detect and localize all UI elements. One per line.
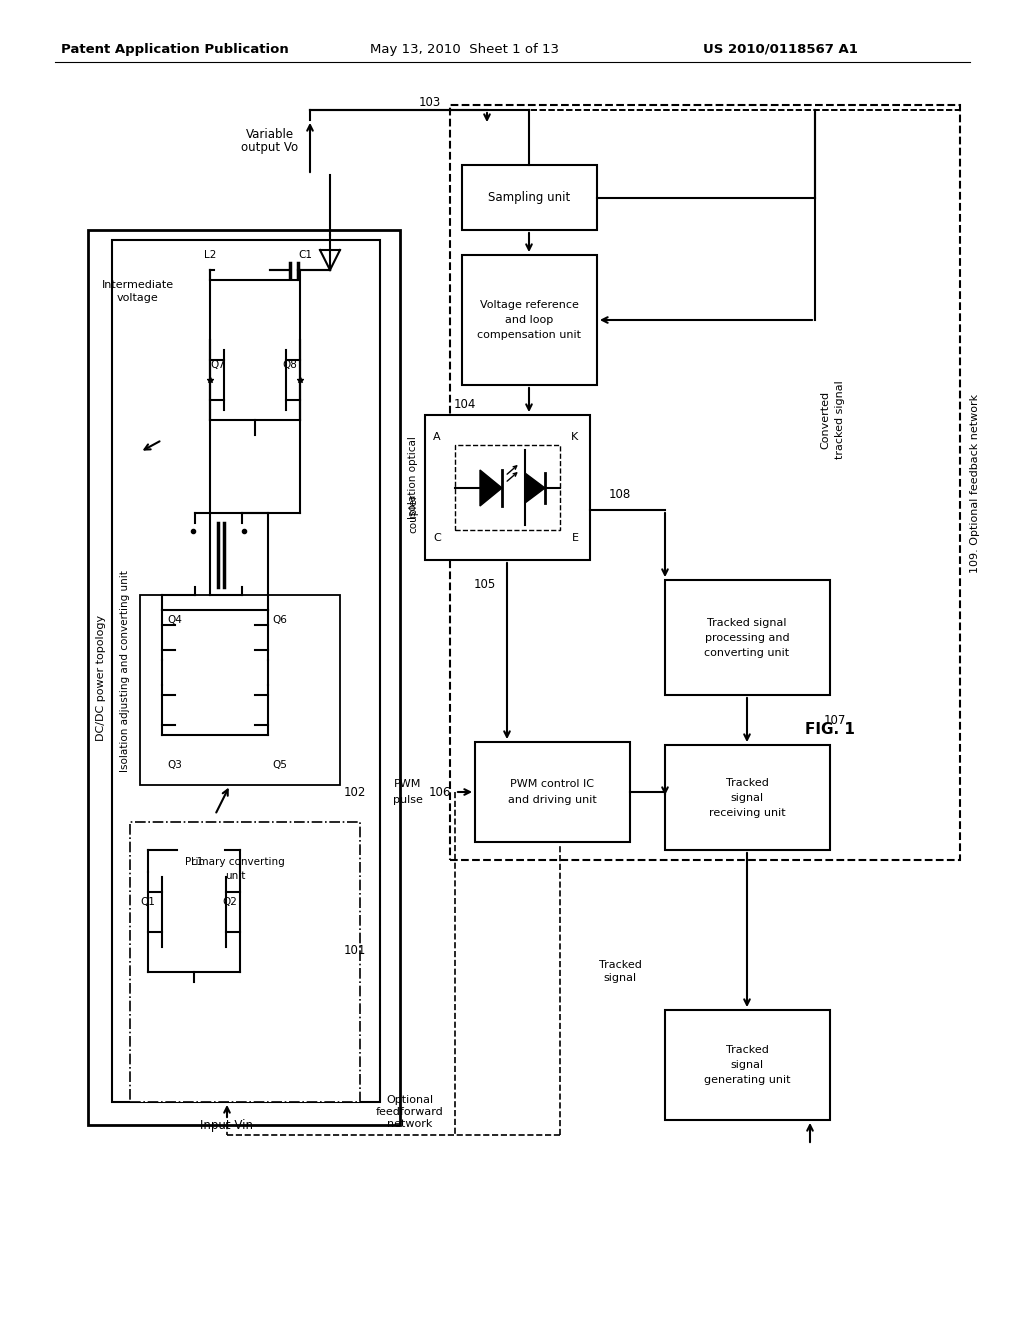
Text: Q8: Q8 bbox=[283, 360, 297, 370]
Polygon shape bbox=[525, 473, 545, 503]
Bar bbox=[462, 255, 597, 385]
Text: K: K bbox=[571, 432, 579, 442]
Text: output Vo: output Vo bbox=[242, 141, 299, 154]
Text: and loop: and loop bbox=[505, 315, 553, 325]
Text: Tracked: Tracked bbox=[726, 1045, 768, 1055]
Text: and driving unit: and driving unit bbox=[508, 795, 596, 805]
Text: Isolation optical: Isolation optical bbox=[408, 437, 418, 520]
Bar bbox=[112, 240, 380, 1102]
Text: A: A bbox=[433, 432, 440, 442]
Bar bbox=[475, 742, 630, 842]
Text: processing and: processing and bbox=[705, 634, 790, 643]
Text: Input Vin: Input Vin bbox=[201, 1118, 254, 1131]
Text: C1: C1 bbox=[298, 249, 312, 260]
Text: 108: 108 bbox=[609, 488, 631, 502]
Text: Optional: Optional bbox=[386, 1096, 433, 1105]
Bar bbox=[140, 595, 340, 785]
Text: coupler: coupler bbox=[408, 494, 418, 532]
Text: generating unit: generating unit bbox=[703, 1074, 791, 1085]
Text: E: E bbox=[571, 533, 579, 543]
Text: signal: signal bbox=[730, 793, 764, 803]
Bar bbox=[665, 1010, 830, 1119]
Text: FIG. 1: FIG. 1 bbox=[805, 722, 855, 738]
Text: May 13, 2010  Sheet 1 of 13: May 13, 2010 Sheet 1 of 13 bbox=[371, 42, 559, 55]
Text: Isolation adjusting and converting unit: Isolation adjusting and converting unit bbox=[120, 570, 130, 772]
Text: compensation unit: compensation unit bbox=[477, 330, 581, 341]
Text: Variable: Variable bbox=[246, 128, 294, 141]
Text: network: network bbox=[387, 1119, 433, 1129]
Text: 103: 103 bbox=[419, 95, 441, 108]
Text: DC/DC power topology: DC/DC power topology bbox=[96, 615, 106, 741]
Bar bbox=[88, 230, 400, 1125]
Text: Q7: Q7 bbox=[211, 360, 225, 370]
Text: 102: 102 bbox=[344, 787, 367, 800]
Text: L1: L1 bbox=[190, 857, 203, 867]
Bar bbox=[665, 744, 830, 850]
Text: PWM control IC: PWM control IC bbox=[510, 779, 594, 789]
Text: Tracked: Tracked bbox=[726, 777, 768, 788]
Text: Patent Application Publication: Patent Application Publication bbox=[61, 42, 289, 55]
Text: signal: signal bbox=[730, 1060, 764, 1071]
Text: converting unit: converting unit bbox=[705, 648, 790, 657]
Text: signal: signal bbox=[603, 973, 637, 983]
Text: voltage: voltage bbox=[117, 293, 159, 304]
Bar bbox=[462, 165, 597, 230]
Text: 101: 101 bbox=[344, 944, 367, 957]
Text: Primary converting: Primary converting bbox=[185, 857, 285, 867]
Text: Converted: Converted bbox=[820, 391, 830, 449]
Text: C: C bbox=[433, 533, 441, 543]
Text: Tracked: Tracked bbox=[599, 960, 641, 970]
Text: 106: 106 bbox=[429, 785, 452, 799]
Text: 109. Optional feedback network: 109. Optional feedback network bbox=[970, 393, 980, 573]
Text: US 2010/0118567 A1: US 2010/0118567 A1 bbox=[702, 42, 857, 55]
Text: Q1: Q1 bbox=[140, 898, 156, 907]
Text: pulse: pulse bbox=[393, 795, 423, 805]
Bar bbox=[455, 445, 560, 531]
Text: 104: 104 bbox=[454, 399, 476, 412]
Text: Q2: Q2 bbox=[222, 898, 238, 907]
Text: unit: unit bbox=[225, 871, 245, 880]
Text: receiving unit: receiving unit bbox=[709, 808, 785, 818]
Bar bbox=[425, 414, 590, 560]
Text: Q6: Q6 bbox=[272, 615, 288, 624]
Bar bbox=[450, 106, 961, 861]
Text: PWM: PWM bbox=[394, 779, 422, 789]
Text: Intermediate: Intermediate bbox=[102, 280, 174, 290]
Text: Sampling unit: Sampling unit bbox=[487, 191, 570, 205]
Bar bbox=[665, 579, 830, 696]
Text: tracked signal: tracked signal bbox=[835, 380, 845, 459]
Text: feedforward: feedforward bbox=[376, 1107, 443, 1117]
Text: 107: 107 bbox=[824, 714, 846, 726]
Text: Q3: Q3 bbox=[168, 760, 182, 770]
Text: Q5: Q5 bbox=[272, 760, 288, 770]
Text: L2: L2 bbox=[204, 249, 216, 260]
Bar bbox=[130, 822, 360, 1102]
Text: 105: 105 bbox=[474, 578, 496, 591]
Text: Tracked signal: Tracked signal bbox=[708, 618, 786, 628]
Polygon shape bbox=[480, 470, 502, 506]
Text: Voltage reference: Voltage reference bbox=[479, 300, 579, 310]
Text: Q4: Q4 bbox=[168, 615, 182, 624]
